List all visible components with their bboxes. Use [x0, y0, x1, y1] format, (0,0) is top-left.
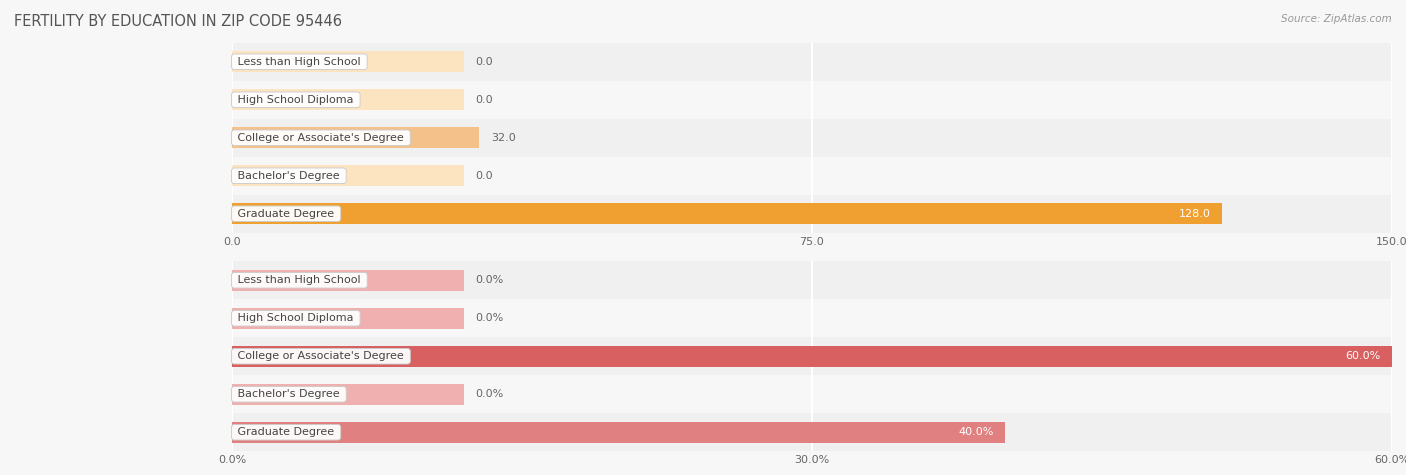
Text: Less than High School: Less than High School — [235, 275, 364, 285]
Bar — [232, 413, 1392, 451]
Text: 0.0%: 0.0% — [475, 275, 503, 285]
Text: Bachelor's Degree: Bachelor's Degree — [235, 171, 343, 181]
Bar — [232, 195, 1392, 233]
Text: Graduate Degree: Graduate Degree — [235, 209, 337, 219]
Text: Bachelor's Degree: Bachelor's Degree — [235, 389, 343, 399]
Bar — [232, 337, 1392, 375]
Bar — [232, 203, 1222, 224]
Bar — [232, 346, 1392, 367]
Bar — [232, 127, 464, 148]
Bar — [232, 261, 1392, 299]
Text: 128.0: 128.0 — [1178, 209, 1211, 219]
Bar — [232, 203, 464, 224]
Bar — [232, 375, 1392, 413]
Text: College or Associate's Degree: College or Associate's Degree — [235, 351, 408, 361]
Text: 32.0: 32.0 — [491, 133, 516, 143]
Text: 0.0: 0.0 — [475, 57, 494, 67]
Bar — [232, 422, 464, 443]
Bar — [232, 422, 1005, 443]
Bar — [232, 51, 464, 72]
Bar — [232, 119, 1392, 157]
Text: 40.0%: 40.0% — [959, 427, 994, 437]
Text: 0.0%: 0.0% — [475, 313, 503, 323]
Text: 0.0: 0.0 — [475, 171, 494, 181]
Text: 0.0: 0.0 — [475, 95, 494, 105]
Bar — [232, 157, 1392, 195]
Bar — [232, 346, 464, 367]
Text: College or Associate's Degree: College or Associate's Degree — [235, 133, 408, 143]
Bar — [232, 127, 479, 148]
Text: Less than High School: Less than High School — [235, 57, 364, 67]
Bar — [232, 81, 1392, 119]
Bar — [232, 43, 1392, 81]
Text: Source: ZipAtlas.com: Source: ZipAtlas.com — [1281, 14, 1392, 24]
Text: 60.0%: 60.0% — [1346, 351, 1381, 361]
Text: High School Diploma: High School Diploma — [235, 313, 357, 323]
Bar — [232, 308, 464, 329]
Bar — [232, 299, 1392, 337]
Bar — [232, 270, 464, 291]
Text: Graduate Degree: Graduate Degree — [235, 427, 337, 437]
Bar — [232, 165, 464, 186]
Bar — [232, 384, 464, 405]
Text: 0.0%: 0.0% — [475, 389, 503, 399]
Bar — [232, 89, 464, 110]
Text: FERTILITY BY EDUCATION IN ZIP CODE 95446: FERTILITY BY EDUCATION IN ZIP CODE 95446 — [14, 14, 342, 29]
Text: High School Diploma: High School Diploma — [235, 95, 357, 105]
